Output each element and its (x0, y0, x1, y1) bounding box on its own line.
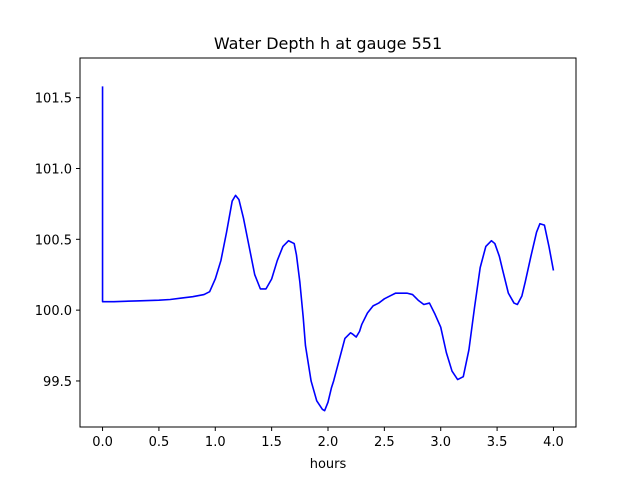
x-tick-label: 2.0 (318, 435, 339, 450)
y-tick-label: 100.5 (35, 233, 72, 248)
y-tick-label: 101.5 (35, 92, 72, 107)
y-tick-label: 100.0 (35, 304, 72, 319)
x-tick-label: 4.0 (543, 435, 564, 450)
plot-frame (79, 57, 577, 428)
y-tick-label: 101.0 (35, 162, 72, 177)
chart-title: Water Depth h at gauge 551 (214, 34, 442, 53)
x-tick-label: 3.0 (430, 435, 451, 450)
x-axis-label: hours (310, 457, 347, 472)
x-tick-label: 1.5 (261, 435, 282, 450)
x-tick-label: 0.0 (92, 435, 113, 450)
x-axis: 0.0 0.5 1.0 1.5 2.0 2.5 3.0 3.5 4.0 (92, 427, 564, 450)
y-axis: 99.5 100.0 100.5 101.0 101.5 (35, 92, 80, 390)
series-line-0 (101, 86, 555, 412)
x-tick-label: 0.5 (149, 435, 170, 450)
x-tick-label: 2.5 (374, 435, 395, 450)
y-tick-label: 99.5 (43, 375, 72, 390)
x-tick-label: 3.5 (487, 435, 508, 450)
x-tick-label: 1.0 (205, 435, 226, 450)
plot-area (79, 57, 577, 428)
